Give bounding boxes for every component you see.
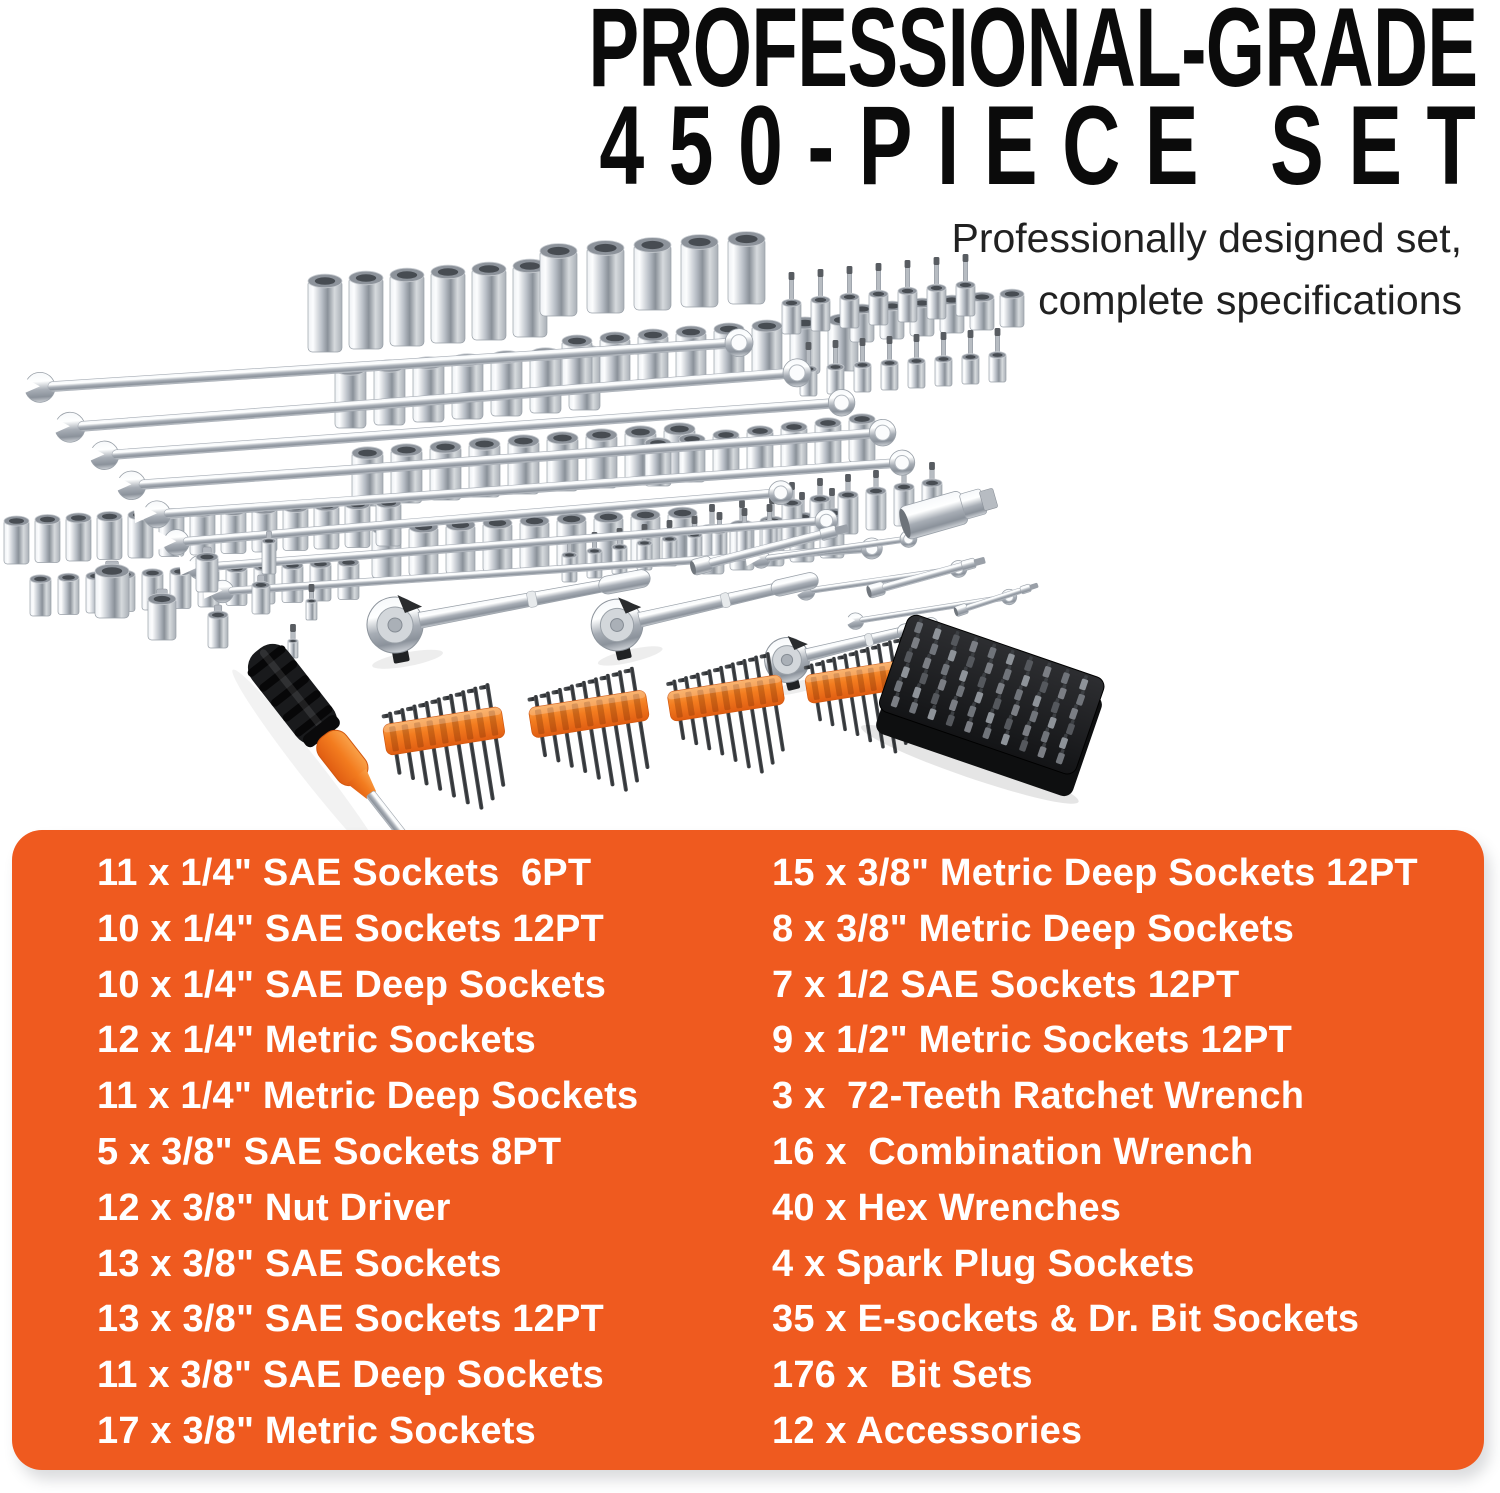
hex-key-sets-icon xyxy=(381,637,918,810)
extension-bars-icon xyxy=(689,524,1039,617)
subheadline-line-1: Professionally designed set, xyxy=(951,215,1462,261)
spec-item: 11 x 1/4" Metric Deep Sockets xyxy=(97,1075,639,1118)
spec-item: 4 x Spark Plug Sockets xyxy=(772,1242,1195,1285)
bit-set-block-icon xyxy=(861,614,1105,804)
spec-item: 5 x 3/8" SAE Sockets 8PT xyxy=(97,1130,562,1173)
headline-line-1: PROFESSIONAL-GRADE xyxy=(587,0,1478,110)
specs-panel: 11 x 1/4" SAE Sockets 6PT 10 x 1/4" SAE … xyxy=(12,830,1484,1470)
spec-item: 12 x 1/4" Metric Sockets xyxy=(97,1019,536,1062)
spec-item: 13 x 3/8" SAE Sockets xyxy=(97,1242,502,1285)
headline-line-2: 450-PIECE SET xyxy=(599,83,1500,208)
spec-item: 7 x 1/2 SAE Sockets 12PT xyxy=(772,963,1240,1006)
tool-set-photo xyxy=(3,231,1105,835)
spark-plug-socket-icon xyxy=(899,488,998,540)
spec-item: 10 x 1/4" SAE Deep Sockets xyxy=(97,963,607,1006)
specs-column-right: 15 x 3/8" Metric Deep Sockets 12PT 8 x 3… xyxy=(748,846,1484,1470)
specs-column-left: 11 x 1/4" SAE Sockets 6PT 10 x 1/4" SAE … xyxy=(12,846,748,1470)
spec-item: 15 x 3/8" Metric Deep Sockets 12PT xyxy=(772,852,1418,894)
spec-item: 12 x 3/8" Nut Driver xyxy=(97,1186,451,1229)
spec-item: 16 x Combination Wrench xyxy=(772,1130,1254,1173)
spec-item: 8 x 3/8" Metric Deep Sockets xyxy=(772,907,1295,950)
spec-item: 12 x Accessories xyxy=(772,1409,1083,1452)
spec-item: 17 x 3/8" Metric Sockets xyxy=(97,1409,536,1452)
spec-item: 35 x E-sockets & Dr. Bit Sockets xyxy=(772,1298,1360,1341)
spec-item: 9 x 1/2" Metric Sockets 12PT xyxy=(772,1019,1292,1062)
spec-item: 11 x 3/8" SAE Deep Sockets xyxy=(97,1354,604,1397)
spec-item: 11 x 1/4" SAE Sockets 6PT xyxy=(97,852,592,894)
spec-item: 40 x Hex Wrenches xyxy=(772,1186,1122,1229)
subheadline-line-2: complete specifications xyxy=(1038,277,1462,323)
spec-item: 13 x 3/8" SAE Sockets 12PT xyxy=(97,1298,604,1341)
combination-wrenches-icon xyxy=(13,328,916,604)
spec-item: 3 x 72-Teeth Ratchet Wrench xyxy=(772,1075,1305,1118)
spec-item: 10 x 1/4" SAE Sockets 12PT xyxy=(97,907,604,950)
subheadline: Professionally designed set, complete sp… xyxy=(951,207,1462,331)
adapters-icon xyxy=(94,530,318,659)
spec-item: 176 x Bit Sets xyxy=(772,1354,1033,1397)
